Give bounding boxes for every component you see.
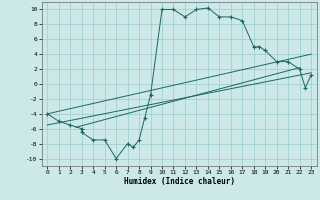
X-axis label: Humidex (Indice chaleur): Humidex (Indice chaleur)	[124, 177, 235, 186]
